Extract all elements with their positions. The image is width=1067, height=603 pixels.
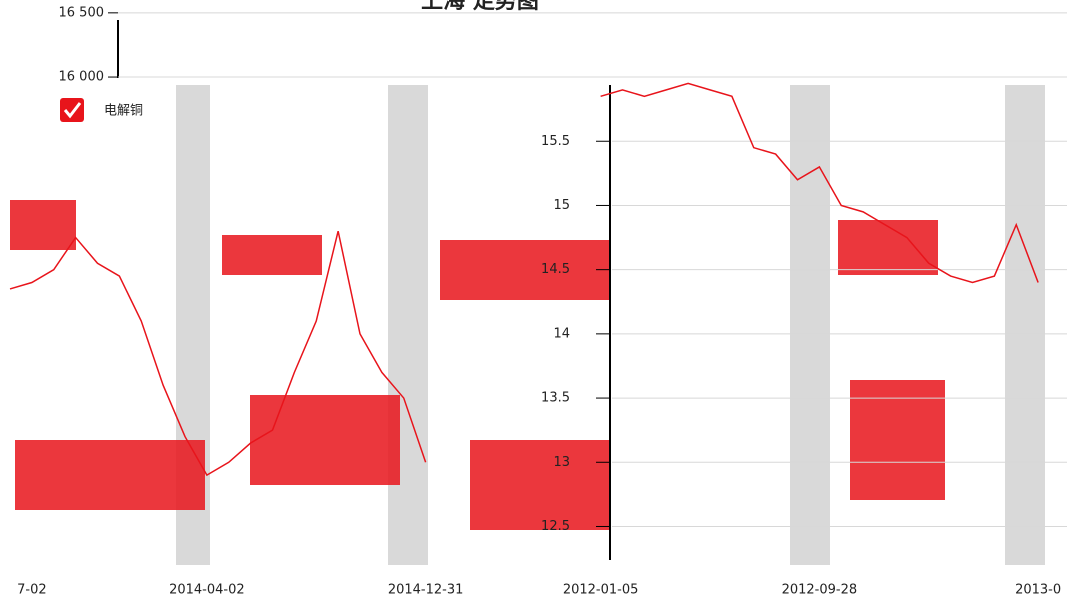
legend-checkbox[interactable] (60, 98, 84, 122)
y-tick-label: 14.5 (541, 262, 570, 277)
y-tick-label: 15.5 (541, 134, 570, 149)
y-tick-label: 16 000 (59, 70, 105, 85)
x-tick-label: 2013-0 (1015, 583, 1061, 598)
x-tick-label: 2014-12-31 (388, 583, 464, 598)
legend: 电解铜 (60, 98, 143, 122)
y-tick-label: 16 500 (59, 5, 105, 20)
glitch-layer (10, 85, 1045, 565)
glitch-stripe (1005, 85, 1045, 565)
glitch-block (470, 440, 610, 530)
y-tick-label: 14 (553, 326, 570, 341)
check-icon (63, 102, 82, 119)
glitch-block (250, 395, 400, 485)
glitch-stripe (790, 85, 830, 565)
x-tick-label: 2012-01-05 (563, 583, 639, 598)
y-tick-label: 13 (553, 455, 570, 470)
x-tick-label: 2014-04-02 (169, 583, 245, 598)
series-line (9, 82, 1039, 477)
glitch-block (10, 200, 76, 250)
y-tick-label: 12.5 (541, 519, 570, 534)
glitch-stripe (388, 85, 428, 565)
legend-label: 电解铜 (104, 104, 143, 119)
y-tick-label: 15 (553, 198, 570, 213)
chart-title: 上海 走势图 (421, 0, 539, 14)
glitch-block (15, 440, 205, 510)
glitch-block (850, 380, 945, 500)
x-tick-label: 2012-09-28 (782, 583, 858, 598)
x-tick-label: 7-02 (17, 583, 47, 598)
y-tick-label: 13.5 (541, 391, 570, 406)
glitch-block (222, 235, 322, 275)
glitch-block (838, 220, 938, 275)
glitch-block (440, 240, 610, 300)
